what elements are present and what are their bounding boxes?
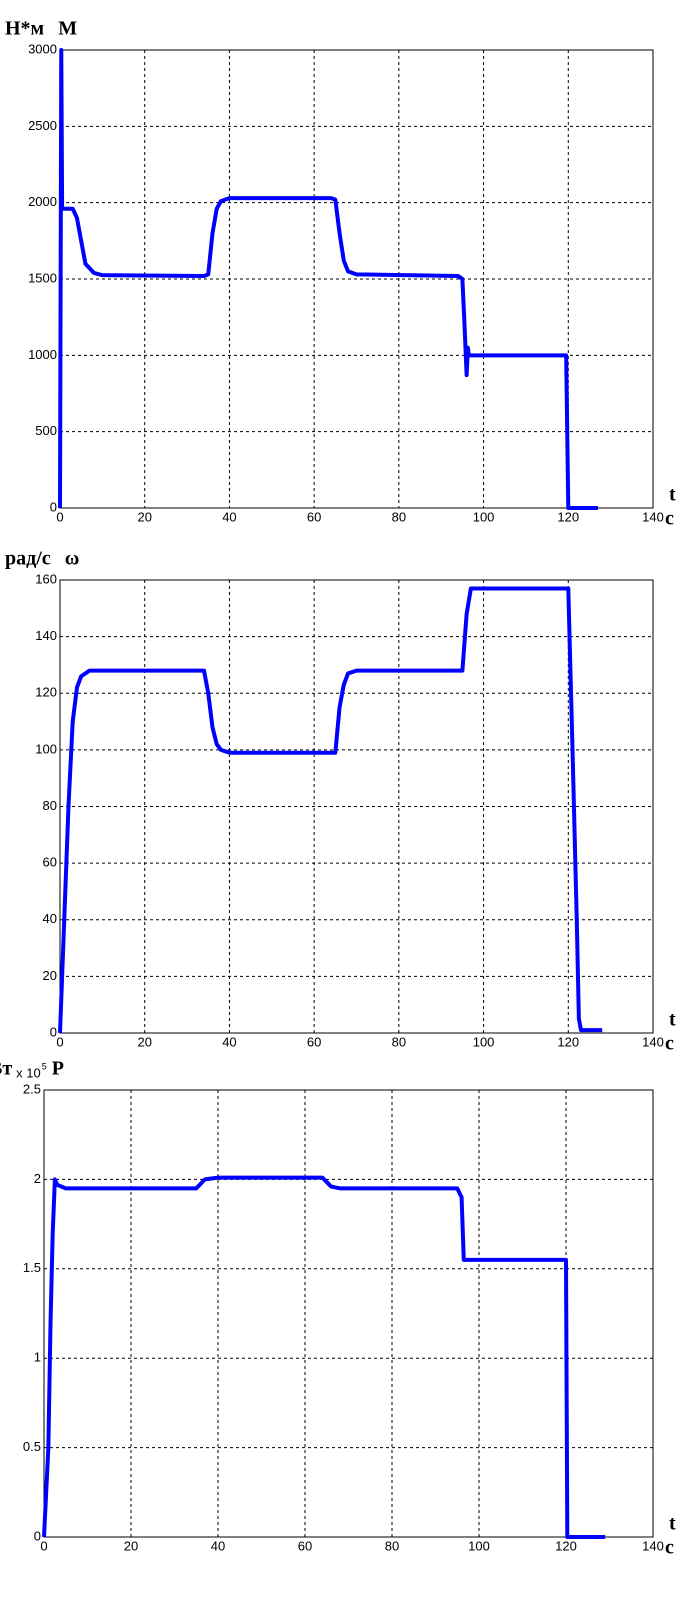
x-tick-label: 100 bbox=[473, 509, 495, 524]
plot-frame bbox=[59, 579, 654, 1034]
y-unit: Вт bbox=[0, 1058, 12, 1080]
x-tick-label: 20 bbox=[124, 1538, 138, 1553]
chart-title: M bbox=[58, 18, 77, 40]
x-tick-label: 0 bbox=[40, 1538, 47, 1553]
x-tick-label: 80 bbox=[385, 1538, 399, 1553]
y-tick-label: 3000 bbox=[28, 41, 57, 56]
x-tick-label: 140 bbox=[642, 1034, 664, 1049]
y-tick-label: 2 bbox=[34, 1171, 41, 1186]
y-tick-label: 80 bbox=[43, 798, 57, 813]
y-tick-label: 40 bbox=[43, 911, 57, 926]
x-tick-label: 100 bbox=[473, 1034, 495, 1049]
y-tick-label: 2000 bbox=[28, 194, 57, 209]
x-tick-label: 0 bbox=[56, 509, 63, 524]
y-tick-label: 2.5 bbox=[23, 1081, 41, 1096]
y-tick-label: 0 bbox=[34, 1528, 41, 1543]
y-tick-label: 60 bbox=[43, 855, 57, 870]
y-tick-label: 120 bbox=[35, 685, 57, 700]
exponent: 5 bbox=[42, 1061, 47, 1071]
x-tick-label: 40 bbox=[222, 1034, 236, 1049]
data-line bbox=[58, 48, 598, 510]
x-tick-label: 20 bbox=[137, 509, 151, 524]
x-tick-label: 0 bbox=[56, 1034, 63, 1049]
y-tick-label: 0 bbox=[50, 1024, 57, 1039]
y-tick-label: 0.5 bbox=[23, 1439, 41, 1454]
x-unit: c bbox=[665, 508, 674, 530]
y-tick-label: 1000 bbox=[28, 347, 57, 362]
x-tick-label: 100 bbox=[468, 1538, 490, 1553]
y-tick-label: 160 bbox=[35, 571, 57, 586]
multiplier: x 10 bbox=[16, 1065, 41, 1080]
x-unit: c bbox=[665, 1033, 674, 1055]
y-tick-label: 140 bbox=[35, 628, 57, 643]
plot-frame bbox=[43, 1089, 654, 1538]
y-tick-label: 2500 bbox=[28, 118, 57, 133]
x-label: t bbox=[669, 484, 676, 506]
y-tick-label: 500 bbox=[35, 423, 57, 438]
x-tick-label: 20 bbox=[137, 1034, 151, 1049]
y-tick-label: 100 bbox=[35, 741, 57, 756]
x-unit: c bbox=[665, 1537, 674, 1559]
x-tick-label: 140 bbox=[642, 1538, 664, 1553]
x-tick-label: 120 bbox=[555, 1538, 577, 1553]
y-tick-label: 20 bbox=[43, 968, 57, 983]
x-tick-label: 80 bbox=[392, 1034, 406, 1049]
y-tick-label: 1.5 bbox=[23, 1260, 41, 1275]
y-tick-label: 0 bbox=[50, 499, 57, 514]
x-tick-label: 120 bbox=[557, 509, 579, 524]
y-tick-label: 1500 bbox=[28, 270, 57, 285]
x-tick-label: 40 bbox=[211, 1538, 225, 1553]
x-tick-label: 40 bbox=[222, 509, 236, 524]
chart-title: P bbox=[52, 1058, 64, 1080]
y-tick-label: 1 bbox=[34, 1350, 41, 1365]
y-unit: Н*м bbox=[5, 18, 44, 40]
y-unit: рад/с bbox=[5, 548, 51, 570]
x-tick-label: 140 bbox=[642, 509, 664, 524]
chart-title: ω bbox=[65, 548, 80, 570]
data-line bbox=[42, 1175, 606, 1539]
x-tick-label: 60 bbox=[307, 509, 321, 524]
data-line bbox=[58, 586, 603, 1034]
x-tick-label: 60 bbox=[307, 1034, 321, 1049]
x-tick-label: 60 bbox=[298, 1538, 312, 1553]
x-label: t bbox=[669, 1513, 676, 1535]
x-tick-label: 80 bbox=[392, 509, 406, 524]
x-tick-label: 120 bbox=[557, 1034, 579, 1049]
x-label: t bbox=[669, 1009, 676, 1031]
